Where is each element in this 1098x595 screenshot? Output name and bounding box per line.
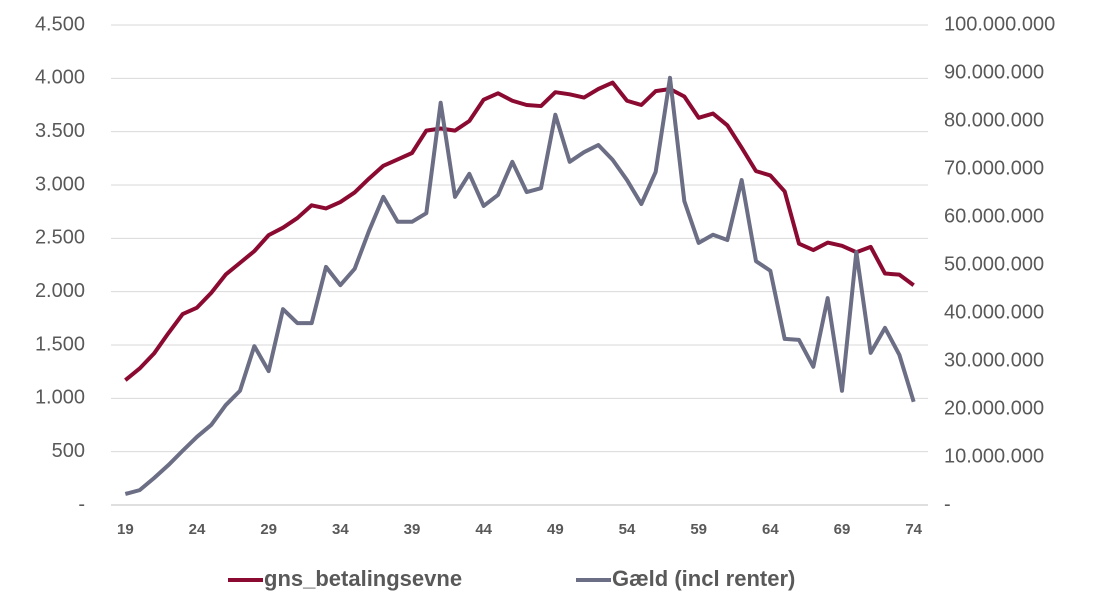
data-line bbox=[124, 80, 915, 382]
y2-tick-label: 80.000.000 bbox=[944, 109, 1044, 131]
x-tick-label xt: 44 bbox=[475, 521, 492, 538]
y-tick-label: 2.500 bbox=[35, 227, 85, 249]
x-tick-label xt: 29 bbox=[260, 521, 277, 538]
y2-tick-label: - bbox=[944, 493, 951, 515]
y2-tick-label: 30.000.000 bbox=[944, 349, 1044, 371]
x-tick-label xt: 69 bbox=[834, 521, 851, 538]
y-tick-label: - bbox=[78, 493, 85, 515]
y2-tick-label: 70.000.000 bbox=[944, 157, 1044, 179]
x-tick-label xt: 39 bbox=[404, 521, 421, 538]
y2-tick-label: 100.000.000 bbox=[944, 13, 1055, 35]
x-tick-label xt: 59 bbox=[690, 521, 707, 538]
x-tick-label xt: 64 bbox=[762, 521, 779, 538]
y2-tick-label: 40.000.000 bbox=[944, 301, 1044, 323]
y-tick-label: 500 bbox=[52, 440, 85, 462]
x-tick-label xt: 34 bbox=[332, 521, 349, 538]
x-tick-label xt: 49 bbox=[547, 521, 564, 538]
y-tick-label: 1.500 bbox=[35, 333, 85, 355]
y-tick-label: 2.000 bbox=[35, 280, 85, 302]
y-tick-label: 1.000 bbox=[35, 387, 85, 409]
x-tick-label xt: 54 bbox=[619, 521, 636, 538]
x-tick-label xt: 24 bbox=[189, 521, 206, 538]
legend-label: Gæld (incl renter) bbox=[612, 566, 795, 591]
y-tick-label: 4.000 bbox=[35, 67, 85, 89]
y2-tick-label: 10.000.000 bbox=[944, 445, 1044, 467]
y2-tick-label: 60.000.000 bbox=[944, 205, 1044, 227]
legend-label: gns_betalingsevne bbox=[264, 566, 462, 591]
data-line bbox=[124, 75, 916, 496]
y-tick-label: 4.500 bbox=[35, 13, 85, 35]
y2-tick-label: 50.000.000 bbox=[944, 253, 1044, 275]
x-tick-label xt: 74 bbox=[905, 521, 922, 538]
y2-tick-label: 20.000.000 bbox=[944, 397, 1044, 419]
x-tick-label xt: 19 bbox=[117, 521, 134, 538]
y-tick-label: 3.500 bbox=[35, 120, 85, 142]
y2-tick-label: 90.000.000 bbox=[944, 61, 1044, 83]
y-tick-label: 3.000 bbox=[35, 173, 85, 195]
